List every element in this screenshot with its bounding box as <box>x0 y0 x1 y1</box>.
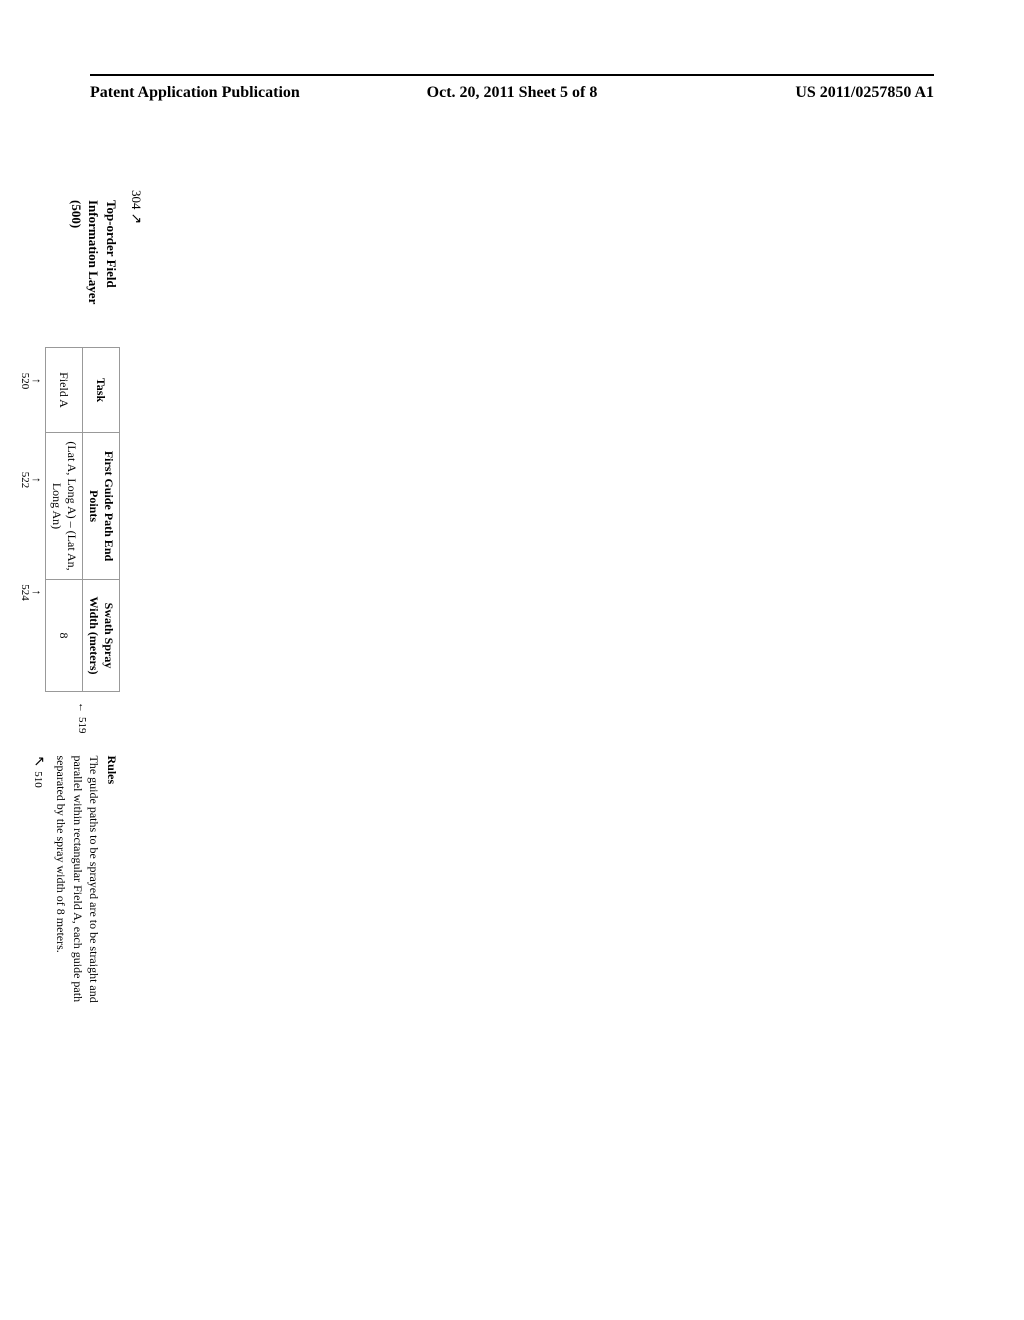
ref-519: 519 <box>77 692 89 734</box>
ref-524: 524 <box>19 545 43 640</box>
top-order-label: Top-order Field Information Layer (500) <box>67 200 120 325</box>
ref-522: 522 <box>19 415 43 545</box>
ref-304: 304 <box>127 190 144 224</box>
th-first-guide: First Guide Path End Points <box>83 433 120 580</box>
top-order-table: Task First Guide Path End Points Swath S… <box>45 347 120 692</box>
table-row: Field A (Lat A, Long A) – (Lat An, Long … <box>46 348 83 692</box>
cell-task: Field A <box>46 348 83 433</box>
rules-body: The guide paths to be sprayed are to be … <box>53 756 102 1016</box>
cell-endpoints: (Lat A, Long A) – (Lat An, Long An) <box>46 433 83 580</box>
header-middle: Oct. 20, 2011 Sheet 5 of 8 <box>427 84 598 102</box>
header-left: Patent Application Publication <box>90 84 300 102</box>
header-right: US 2011/0257850 A1 <box>795 84 934 102</box>
figure-content: 304 Top-order Field Information Layer (5… <box>0 200 120 1200</box>
ref-510: 510 <box>28 756 53 1016</box>
page-header: Patent Application Publication Oct. 20, … <box>0 70 1024 102</box>
top-order-rules: Rules The guide paths to be sprayed are … <box>28 756 120 1016</box>
cell-width: 8 <box>46 580 83 692</box>
ref-520: 520 <box>19 347 43 415</box>
th-swath-width: Swath Spray Width (meters) <box>83 580 120 692</box>
top-order-layer: Top-order Field Information Layer (500) … <box>19 200 120 1200</box>
th-task: Task <box>83 348 120 433</box>
rules-title: Rules <box>104 756 120 1016</box>
